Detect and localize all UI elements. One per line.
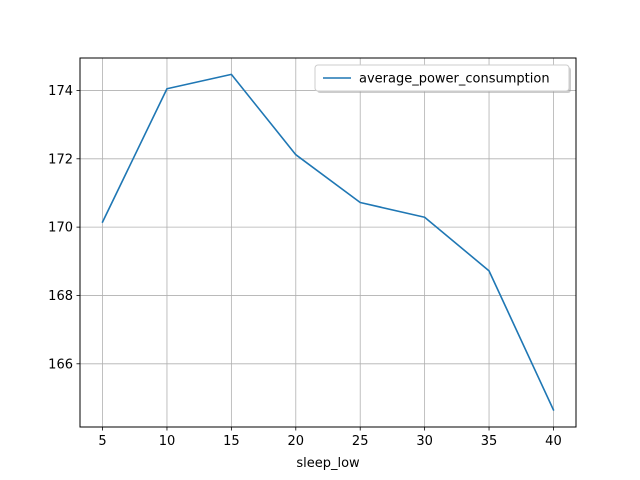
x-tick-label: 20 bbox=[288, 434, 305, 449]
x-tick-label: 35 bbox=[481, 434, 498, 449]
x-axis-label: sleep_low bbox=[296, 456, 360, 471]
series-line bbox=[101, 73, 555, 411]
x-tick-label: 15 bbox=[223, 434, 240, 449]
plot-frame bbox=[79, 57, 577, 428]
y-tick-label: 168 bbox=[48, 289, 73, 304]
legend: average_power_consumption bbox=[314, 64, 571, 93]
legend-box bbox=[314, 64, 570, 92]
y-tick-label: 172 bbox=[48, 152, 73, 167]
y-tick-label: 166 bbox=[48, 357, 73, 372]
x-tick-label: 10 bbox=[159, 434, 176, 449]
x-tick-label: 25 bbox=[352, 434, 369, 449]
x-tick-label: 30 bbox=[416, 434, 433, 449]
x-tick-label: 40 bbox=[545, 434, 562, 449]
y-tick-label: 174 bbox=[48, 84, 73, 99]
x-tick-label: 5 bbox=[98, 434, 106, 449]
axis-ticks: 5 10 15 20 25 30 35 40 166 168 170 172 174 bbox=[48, 84, 562, 449]
y-tick-label: 170 bbox=[48, 221, 73, 236]
legend-label: average_power_consumption bbox=[359, 72, 550, 87]
series-layer bbox=[101, 73, 555, 411]
